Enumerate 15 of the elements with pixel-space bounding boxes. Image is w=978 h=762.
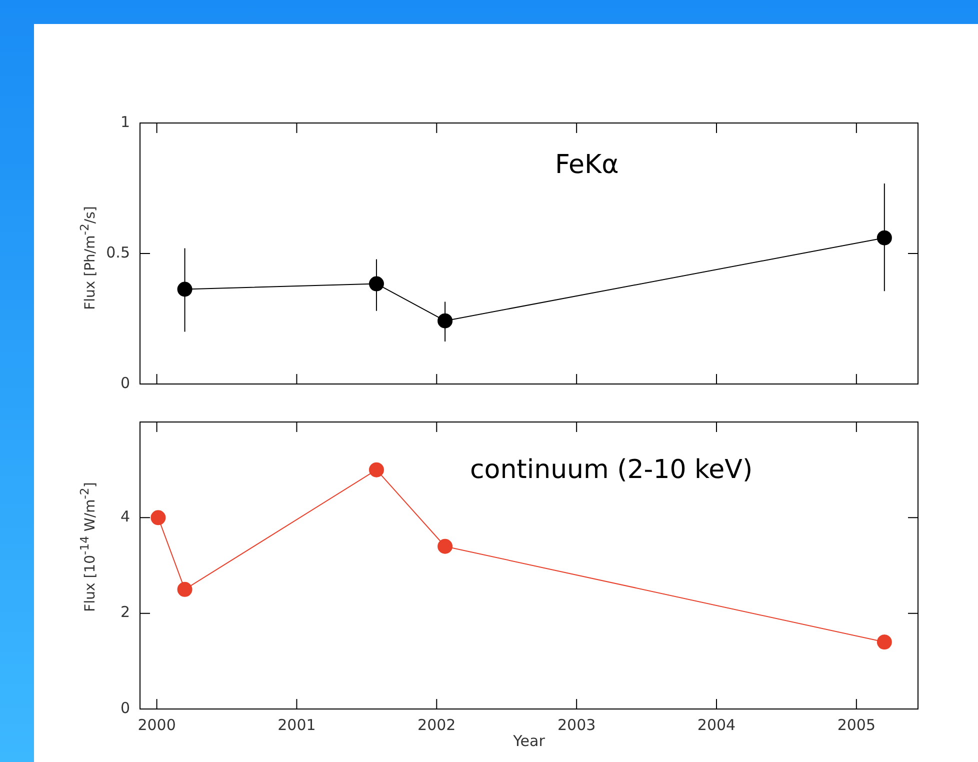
- annotation: continuum (2-10 keV): [470, 455, 753, 485]
- y-tick-label: 4: [120, 508, 130, 526]
- y-tick-label: 2: [120, 603, 130, 622]
- x-tick-label: 2001: [278, 716, 316, 734]
- y-tick-label: 0: [120, 698, 130, 717]
- x-tick-label: 2002: [418, 716, 456, 734]
- y-tick-label: 1: [120, 112, 130, 131]
- annotation: FeKα: [555, 150, 619, 180]
- y-tick-label: 0.5: [106, 243, 130, 262]
- y-tick-label: 0: [120, 374, 130, 392]
- x-axis-title: Year: [513, 732, 545, 750]
- x-tick-label: 2005: [837, 716, 876, 734]
- x-tick-label: 2000: [138, 716, 176, 734]
- x-tick-label: 2003: [557, 716, 596, 734]
- x-tick-label: 2004: [697, 716, 736, 734]
